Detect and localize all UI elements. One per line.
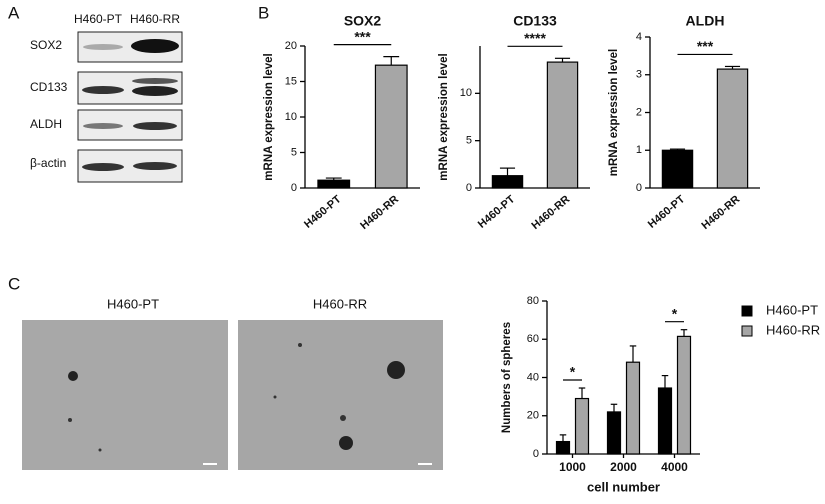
legend-swatch [741,305,753,317]
y-tick-label: 2 [636,106,642,118]
panel-label: B [258,3,269,22]
blot-column: H460-PT [74,12,123,26]
y-axis-label: mRNA expression level [438,53,450,180]
panel-label: A [8,3,20,22]
bar [317,179,351,189]
y-axis-label: Numbers of spheres [501,322,513,433]
bar [574,397,590,455]
image-label: H460-PT [107,296,159,311]
significance: *** [354,28,371,44]
panel-label: C [8,274,20,293]
x-tick-label: 1000 [559,460,586,474]
bar [676,335,692,455]
bar [625,361,641,455]
bar [491,175,524,189]
y-tick-label: 40 [527,371,539,383]
y-tick-label: 60 [527,333,539,345]
significance: * [672,305,678,321]
blot-row: CD133 [30,80,68,94]
bar [716,68,749,189]
significance: * [570,364,576,380]
x-tick-label: 4000 [661,460,688,474]
bar [661,149,694,189]
y-tick-label: 20 [527,410,539,422]
y-tick-label: 1 [636,144,642,156]
x-tick-label: H460-PT [646,193,688,231]
legend-label: H460-PT [766,302,818,317]
chart-title: SOX2 [344,13,382,29]
y-tick-label: 0 [533,448,539,460]
x-tick-label: 2000 [610,460,637,474]
x-tick-label: H460-RR [529,193,572,232]
significance: **** [524,30,546,46]
y-axis-label: mRNA expression level [263,53,275,180]
blots [77,31,183,183]
y-tick-label: 15 [285,75,297,87]
bar [546,61,579,189]
y-tick-label: 0 [636,182,642,194]
y-tick-label: 80 [527,295,539,307]
image-label: H460-RR [313,296,367,311]
y-tick-label: 5 [466,135,472,147]
bar [374,64,408,189]
chart-title: ALDH [686,13,725,29]
y-tick-label: 10 [460,87,472,99]
y-tick-label: 20 [285,40,297,52]
x-tick-label: H460-PT [476,193,518,231]
blot-row: ALDH [30,117,62,131]
bar [606,411,622,455]
bar [657,387,673,455]
x-axis-label: cell number [587,479,660,494]
y-tick-label: 0 [291,182,297,194]
blot-column: H460-RR [130,12,180,26]
bar [555,440,571,455]
x-tick-label: H460-RR [358,193,401,232]
significance: *** [697,38,714,54]
y-tick-label: 3 [636,69,642,81]
x-tick-label: H460-RR [699,193,742,232]
y-tick-label: 5 [291,146,297,158]
chart-title: CD133 [513,13,557,29]
legend-label: H460-RR [766,322,820,337]
blot-row: SOX2 [30,38,62,52]
y-tick-label: 4 [636,31,642,43]
y-tick-label: 10 [285,111,297,123]
x-tick-label: H460-PT [302,193,344,231]
y-tick-label: 0 [466,182,472,194]
y-axis-label: mRNA expression level [608,49,620,176]
legend-swatch [741,325,753,337]
blot-row: β-actin [30,156,66,170]
micrographs [22,320,443,470]
